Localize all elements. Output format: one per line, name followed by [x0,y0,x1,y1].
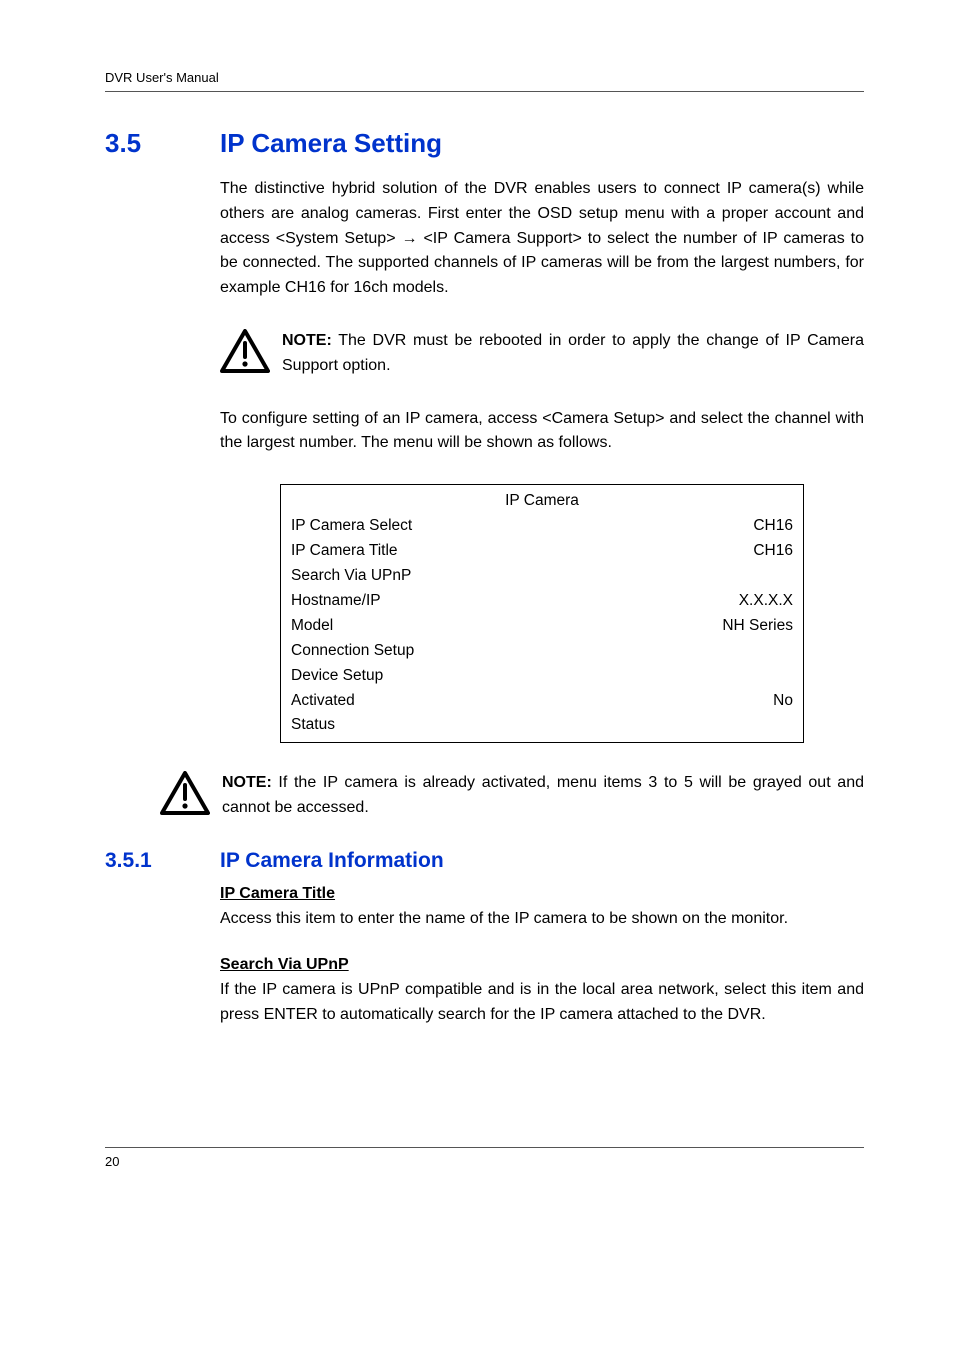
table-cell-label: Hostname/IP [281,589,601,614]
table-cell-value: NH Series [601,614,804,639]
note-2-text: NOTE: If the IP camera is already activa… [222,771,864,821]
ip-camera-table: IP Camera IP Camera Select CH16 IP Camer… [280,484,804,743]
footer: 20 [105,1147,864,1169]
table-cell-label: Device Setup [281,664,601,689]
subsection-title: IP Camera Information [220,849,444,873]
table-row: Connection Setup [281,639,804,664]
table-cell-value: CH16 [601,514,804,539]
table-cell-value [601,713,804,742]
item-heading-1: IP Camera Title [220,885,864,903]
section-paragraph: The distinctive hybrid solution of the D… [220,177,864,301]
table-title-row: IP Camera [281,485,804,514]
note-1-body: The DVR must be rebooted in order to app… [282,332,864,374]
ip-camera-table-wrap: IP Camera IP Camera Select CH16 IP Camer… [280,484,804,743]
table-cell-value [601,639,804,664]
table-row: IP Camera Select CH16 [281,514,804,539]
table-row: Activated No [281,689,804,714]
table-cell-label: IP Camera Title [281,539,601,564]
table-cell-value: No [601,689,804,714]
table-cell-value [601,664,804,689]
table-cell-value: CH16 [601,539,804,564]
note-1-label: NOTE: [282,332,332,349]
table-row: Device Setup [281,664,804,689]
table-cell-label: Status [281,713,601,742]
table-row: Model NH Series [281,614,804,639]
item-body-2: If the IP camera is UPnP compatible and … [220,978,864,1028]
table-row: Search Via UPnP [281,564,804,589]
page-number: 20 [105,1154,119,1169]
subsection-heading: 3.5.1 IP Camera Information [105,849,864,873]
item-heading-2: Search Via UPnP [220,956,864,974]
table-row: Status [281,713,804,742]
header-text: DVR User's Manual [105,70,219,85]
subsection-number: 3.5.1 [105,849,220,873]
note-block-2: NOTE: If the IP camera is already activa… [160,771,864,821]
table-cell-label: Activated [281,689,601,714]
note-1-text: NOTE: The DVR must be rebooted in order … [282,329,864,379]
table-title: IP Camera [281,485,804,514]
warning-icon [160,771,210,815]
table-cell-label: Connection Setup [281,639,601,664]
table-cell-label: Model [281,614,601,639]
table-row: Hostname/IP X.X.X.X [281,589,804,614]
table-row: IP Camera Title CH16 [281,539,804,564]
table-cell-value: X.X.X.X [601,589,804,614]
note-block-1: NOTE: The DVR must be rebooted in order … [220,329,864,379]
section-title: IP Camera Setting [220,128,442,159]
table-cell-label: IP Camera Select [281,514,601,539]
paragraph-2: To configure setting of an IP camera, ac… [220,407,864,457]
note-2-label: NOTE: [222,774,272,791]
warning-icon [220,329,270,373]
item-body-1: Access this item to enter the name of th… [220,907,864,932]
table-cell-value [601,564,804,589]
section-heading: 3.5 IP Camera Setting [105,128,864,159]
table-cell-label: Search Via UPnP [281,564,601,589]
section-number: 3.5 [105,128,220,159]
running-header: DVR User's Manual [105,70,864,92]
note-2-body: If the IP camera is already activated, m… [222,774,864,816]
